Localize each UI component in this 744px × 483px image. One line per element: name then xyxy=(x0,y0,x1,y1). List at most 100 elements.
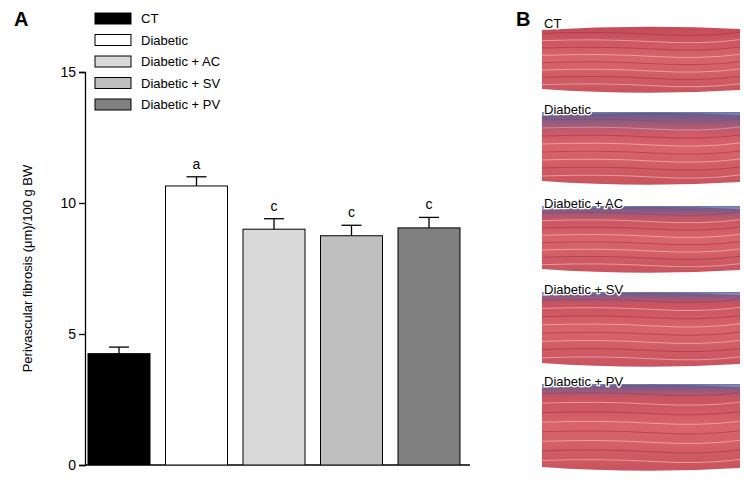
tissue-fibre xyxy=(542,220,740,223)
tissue-fibre xyxy=(542,316,740,319)
tissue-fibre xyxy=(542,135,740,138)
tissue-fibre xyxy=(542,54,740,57)
tissue-fibre xyxy=(542,421,740,424)
error-bar-cap xyxy=(264,218,284,219)
tissue-fibre xyxy=(542,402,740,405)
tissue xyxy=(542,113,740,185)
tissue-fibre xyxy=(542,227,740,230)
annotation: a xyxy=(193,156,201,172)
tissue-fibre xyxy=(542,167,740,170)
error-bar-stem xyxy=(428,217,429,227)
tissue-strip xyxy=(542,206,740,273)
y-tick-mark xyxy=(79,203,85,204)
tissue-fibre xyxy=(542,143,740,146)
tissue-strip xyxy=(542,292,740,367)
tissue-fibre xyxy=(542,324,740,327)
image-panel: CT Diabetic Diabetic + AC Diabetic + SV Diab… xyxy=(542,16,740,471)
legend-swatch xyxy=(95,56,131,67)
y-tick: 15 xyxy=(60,64,85,80)
error-bar-cap xyxy=(187,176,207,177)
error-bar xyxy=(342,225,362,235)
panel-label: A xyxy=(14,8,28,30)
tissue-fibre xyxy=(542,431,740,434)
bar xyxy=(166,186,228,465)
y-tick-label: 15 xyxy=(60,64,76,80)
error-bar-stem xyxy=(118,347,119,354)
y-axis: 0 5 10 15 xyxy=(60,64,85,473)
legend-label: Diabetic + SV xyxy=(141,76,220,91)
tissue-fibre xyxy=(542,256,740,259)
tissue-fibre xyxy=(542,62,740,65)
tissue-fibre xyxy=(542,249,740,252)
tissue-fibre xyxy=(542,242,740,245)
legend-label: Diabetic + AC xyxy=(141,54,220,69)
tissue-fibre xyxy=(542,340,740,343)
error-bar xyxy=(264,219,284,229)
error-bar xyxy=(109,347,129,354)
annotation: c xyxy=(348,204,355,220)
y-tick-mark xyxy=(79,334,85,335)
error-bar-stem xyxy=(351,225,352,235)
tissue-fibre xyxy=(542,349,740,352)
y-axis-title: Perivascular fibrosis (μm)/100 g BW xyxy=(20,164,35,372)
tissue-fibre xyxy=(542,40,740,43)
y-tick-label: 10 xyxy=(60,195,76,211)
error-bar-stem xyxy=(273,219,274,229)
bar xyxy=(321,236,383,465)
y-tick-label: 5 xyxy=(68,326,76,342)
tissue-fibre xyxy=(542,234,740,237)
legend-swatch xyxy=(95,99,131,110)
tissue-strip xyxy=(542,384,740,471)
figure: A B 0 5 10 15 Perivascular fibrosis (μm)/100 g… xyxy=(0,0,744,483)
error-bar-stem xyxy=(196,177,197,186)
legend-label: Diabetic + PV xyxy=(141,97,220,112)
legend-label: CT xyxy=(141,11,158,26)
tissue-fibre xyxy=(542,84,740,87)
bar xyxy=(88,354,150,465)
tissue-fibre xyxy=(542,151,740,154)
error-bar xyxy=(187,177,207,186)
image-label: Diabetic + PV xyxy=(544,374,623,389)
bar xyxy=(398,228,460,465)
image-label: Diabetic xyxy=(544,102,591,117)
tissue-fibre xyxy=(542,357,740,360)
annotation: c xyxy=(426,196,433,212)
y-tick: 5 xyxy=(68,326,85,342)
tissue-fibre xyxy=(542,332,740,335)
tissue xyxy=(542,207,740,273)
tissue-fibre xyxy=(542,76,740,79)
tissue xyxy=(542,293,740,367)
error-bar xyxy=(419,217,439,227)
bar xyxy=(243,229,305,465)
legend-swatch xyxy=(95,78,131,89)
tissue-fibre xyxy=(542,307,740,310)
tissue-fibre xyxy=(542,450,740,453)
image-label: Diabetic + AC xyxy=(544,196,623,211)
legend: CT Diabetic Diabetic + AC Diabetic + SV Diab… xyxy=(95,11,220,112)
tissue-strip xyxy=(542,112,740,185)
tissue-fibre xyxy=(542,412,740,415)
tissue-strip xyxy=(542,27,740,93)
y-tick: 0 xyxy=(68,457,85,473)
tissue-fibre xyxy=(542,69,740,72)
panel-label: B xyxy=(516,8,530,30)
tissue-fibre xyxy=(542,440,740,443)
tissue-fibre xyxy=(542,175,740,178)
legend-swatch xyxy=(95,13,131,24)
tissue xyxy=(542,385,740,471)
tissue-fibre xyxy=(542,159,740,162)
image-label: CT xyxy=(544,16,561,31)
annotation: c xyxy=(271,198,278,214)
y-tick-mark xyxy=(79,72,85,73)
marks xyxy=(88,177,460,465)
tissue xyxy=(542,27,740,93)
legend-label: Diabetic xyxy=(141,33,188,48)
image-label: Diabetic + SV xyxy=(544,282,623,297)
error-bar-cap xyxy=(419,217,439,218)
y-tick: 10 xyxy=(60,195,85,211)
error-bar-cap xyxy=(109,346,129,347)
tissue-fibre xyxy=(542,47,740,50)
legend-swatch xyxy=(95,35,131,46)
tissue-fibre xyxy=(542,32,740,35)
error-bar-cap xyxy=(342,225,362,226)
